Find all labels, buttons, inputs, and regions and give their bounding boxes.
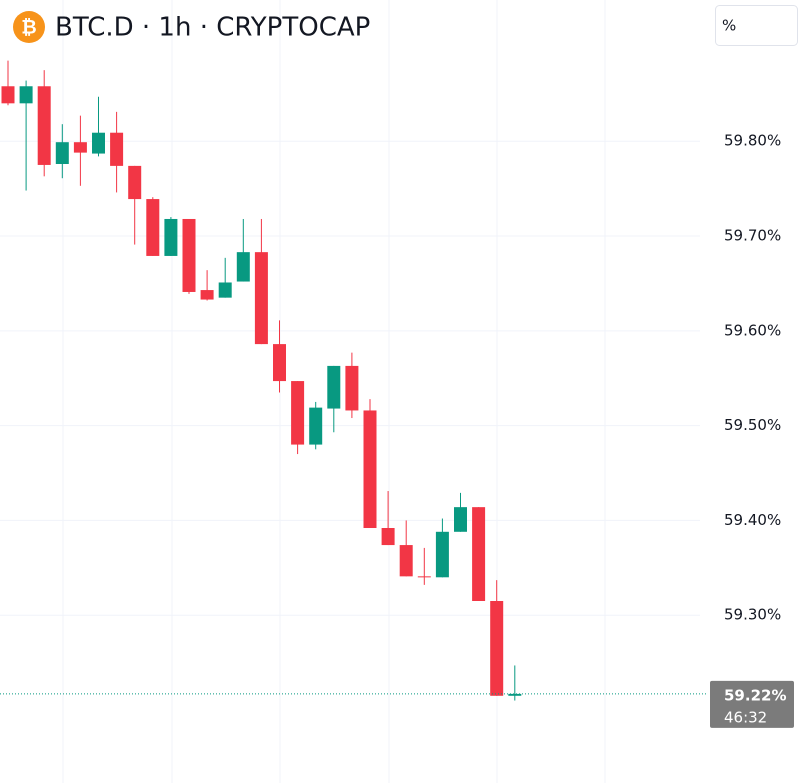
countdown: 46:32 bbox=[724, 708, 767, 726]
candle-body bbox=[273, 344, 286, 382]
candle-body bbox=[218, 282, 232, 298]
candle-body bbox=[55, 142, 69, 164]
candle-body bbox=[236, 252, 250, 282]
candle-body bbox=[291, 381, 305, 445]
chart-title: BTC.D · 1h · CRYPTOCAP bbox=[55, 13, 370, 43]
candle-body bbox=[1, 86, 15, 104]
candle-body bbox=[490, 600, 504, 696]
candle-body bbox=[19, 86, 33, 104]
candle-body bbox=[128, 165, 142, 200]
candle-body bbox=[508, 693, 522, 696]
last-price-box bbox=[710, 680, 794, 728]
y-tick-label: 59.40% bbox=[724, 511, 781, 529]
candle-body bbox=[37, 86, 51, 165]
candle-body bbox=[435, 531, 449, 578]
candle-body bbox=[399, 545, 413, 577]
candle-body bbox=[73, 142, 87, 153]
last-price-label: 59.22% bbox=[724, 686, 786, 704]
candle-body bbox=[363, 410, 377, 529]
y-tick-label: 59.60% bbox=[724, 321, 781, 339]
unit-button-label[interactable]: % bbox=[722, 17, 736, 35]
candle-body bbox=[182, 218, 196, 292]
y-tick-label: 59.50% bbox=[724, 416, 781, 434]
candles bbox=[1, 60, 522, 701]
symbol-icon-bg bbox=[13, 11, 45, 43]
candle-body bbox=[146, 199, 160, 256]
candle-body bbox=[254, 252, 268, 345]
candle-body bbox=[381, 528, 395, 546]
candle-body bbox=[472, 507, 486, 601]
candle-body bbox=[92, 132, 105, 154]
y-tick-label: 59.30% bbox=[724, 606, 781, 624]
y-tick-label: 59.70% bbox=[724, 227, 781, 245]
unit-button[interactable] bbox=[715, 5, 798, 46]
candle-body bbox=[327, 365, 341, 409]
candle-body bbox=[309, 407, 323, 445]
candle-body bbox=[200, 290, 214, 300]
candle-body bbox=[417, 576, 431, 578]
candle-body bbox=[110, 132, 124, 166]
candle-body bbox=[164, 218, 178, 256]
candle-body bbox=[454, 507, 467, 532]
candle-body bbox=[345, 365, 359, 411]
symbol-icon: ₿ bbox=[21, 17, 36, 39]
y-tick-label: 59.80% bbox=[724, 132, 781, 150]
